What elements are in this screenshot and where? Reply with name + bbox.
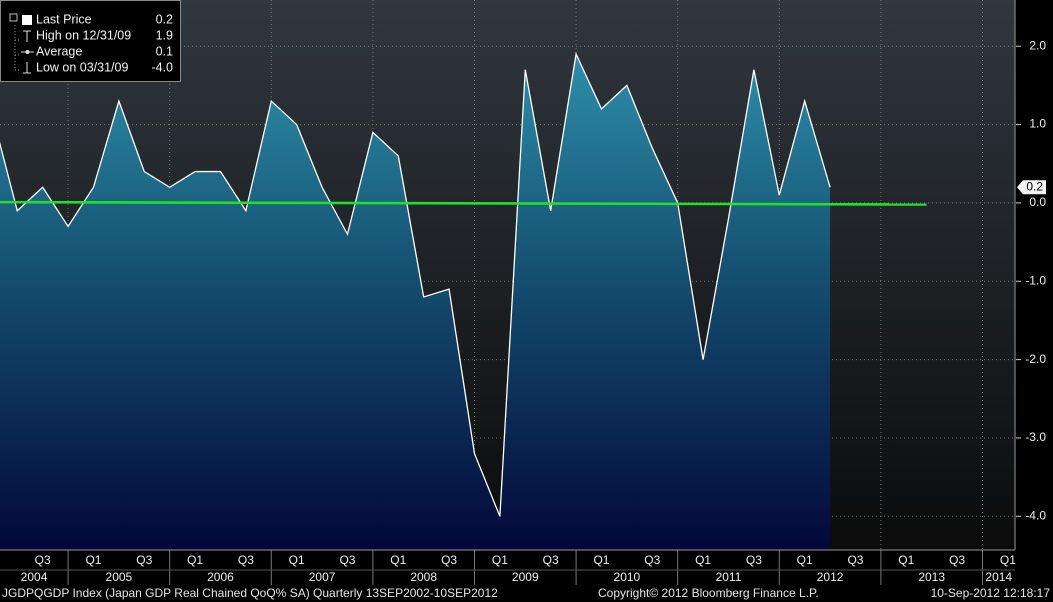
y-tick-label: 2.0 — [1029, 38, 1046, 52]
legend-swatch — [22, 15, 32, 25]
footer-copyright: Copyright© 2012 Bloomberg Finance L.P. — [598, 586, 819, 600]
legend-value: 0.2 — [156, 12, 173, 26]
x-tick-label: Q1 — [390, 553, 406, 567]
x-year-label: 2004 — [21, 570, 48, 584]
average-line — [0, 200, 927, 206]
legend-value: -4.0 — [151, 60, 173, 74]
x-tick-label: Q1 — [797, 553, 813, 567]
x-year-label: 2014 — [985, 570, 1012, 584]
x-tick-label: Q3 — [35, 553, 51, 567]
legend-name: High on 12/31/09 — [36, 28, 131, 42]
footer-description: JGDPQGDP Index (Japan GDP Real Chained Q… — [2, 586, 498, 600]
line — [0, 51, 831, 517]
legend-icon — [23, 62, 31, 74]
legend-icon — [23, 30, 31, 42]
x-tick-label: Q3 — [949, 553, 965, 567]
y-tick-label: -4.0 — [1025, 508, 1046, 522]
x-tick-label: Q3 — [136, 553, 152, 567]
legend-collapse — [9, 13, 18, 22]
last-price-tag — [1017, 180, 1046, 195]
x-tick-label: Q3 — [339, 553, 355, 567]
x-tick-label: Q1 — [85, 553, 101, 567]
x-tick-label: Q1 — [1000, 553, 1016, 567]
legend-icon — [25, 50, 30, 54]
x-tick-label: Q3 — [644, 553, 660, 567]
x-tick-label: Q3 — [746, 553, 762, 567]
legend-name: Low on 03/31/09 — [36, 60, 128, 74]
plot-area — [0, 0, 1015, 550]
legend-box — [0, 0, 181, 82]
x-year-label: 2009 — [512, 570, 539, 584]
footer-timestamp: 10-Sep-2012 12:18:17 — [931, 586, 1051, 600]
x-tick-label: Q1 — [593, 553, 609, 567]
x-tick-label: Q3 — [238, 553, 254, 567]
x-year-label: 2011 — [716, 570, 742, 584]
axes: 2.0 1.0 0.0 -1.0 -2.0 -3.0 -4.0 Q3 Q1 Q3 Q1 Q3 Q1 Q3 Q… — [21, 38, 1046, 585]
x-year-label: 2006 — [207, 570, 234, 584]
x-tick-label: Q1 — [187, 553, 203, 567]
x-tick-label: Q1 — [289, 553, 305, 567]
legend-name: Last Price — [36, 12, 92, 26]
y-tick-label: 1.0 — [1029, 117, 1046, 131]
x-year-label: 2012 — [817, 570, 844, 584]
last-price-label: 0.2 — [1026, 179, 1043, 193]
x-year-label: 2010 — [614, 570, 641, 584]
legend-value: 0.1 — [156, 44, 173, 58]
x-year-label: 2005 — [106, 570, 133, 584]
x-tick-label: Q3 — [441, 553, 457, 567]
area — [0, 54, 831, 550]
x-year-label: 2007 — [309, 570, 336, 584]
x-year-label: 2008 — [410, 570, 437, 584]
x-tick-label: Q3 — [847, 553, 863, 567]
x-year-label: 2013 — [918, 570, 945, 584]
x-tick-label: Q1 — [492, 553, 508, 567]
x-tick-label: Q1 — [898, 553, 914, 567]
y-tick-label: -2.0 — [1025, 352, 1046, 366]
y-tick-label: -1.0 — [1025, 273, 1046, 287]
y-tick-label: -3.0 — [1025, 430, 1046, 444]
x-tick-label: Q1 — [695, 553, 711, 567]
y-tick-label: 0.0 — [1029, 195, 1046, 209]
legend-value: 1.9 — [156, 28, 173, 42]
x-tick-label: Q3 — [543, 553, 559, 567]
legend-name: Average — [36, 44, 82, 58]
legend: Last Price 0.2 High on 12/31/09 1.9 Average 0… — [0, 0, 181, 82]
